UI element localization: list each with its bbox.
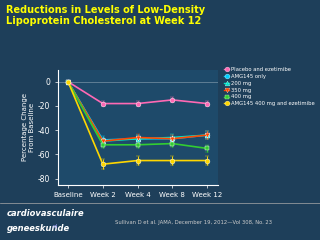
Text: Sullivan D et al. JAMA, December 19, 2012—Vol 308, No. 23: Sullivan D et al. JAMA, December 19, 201… [115, 220, 272, 225]
Y-axis label: Percentage Change
From Baseline: Percentage Change From Baseline [22, 93, 35, 161]
Legend: Placebo and ezetimibe, AMG145 only, 200 mg, 350 mg, 400 mg, AMG145 400 mg and ez: Placebo and ezetimibe, AMG145 only, 200 … [223, 66, 315, 107]
Text: cardiovasculaire: cardiovasculaire [6, 209, 84, 218]
Text: Reductions in Levels of Low-Density
Lipoprotein Cholesterol at Week 12: Reductions in Levels of Low-Density Lipo… [6, 5, 205, 26]
Text: nl: nl [53, 224, 58, 229]
Text: geneeskunde: geneeskunde [6, 224, 69, 233]
